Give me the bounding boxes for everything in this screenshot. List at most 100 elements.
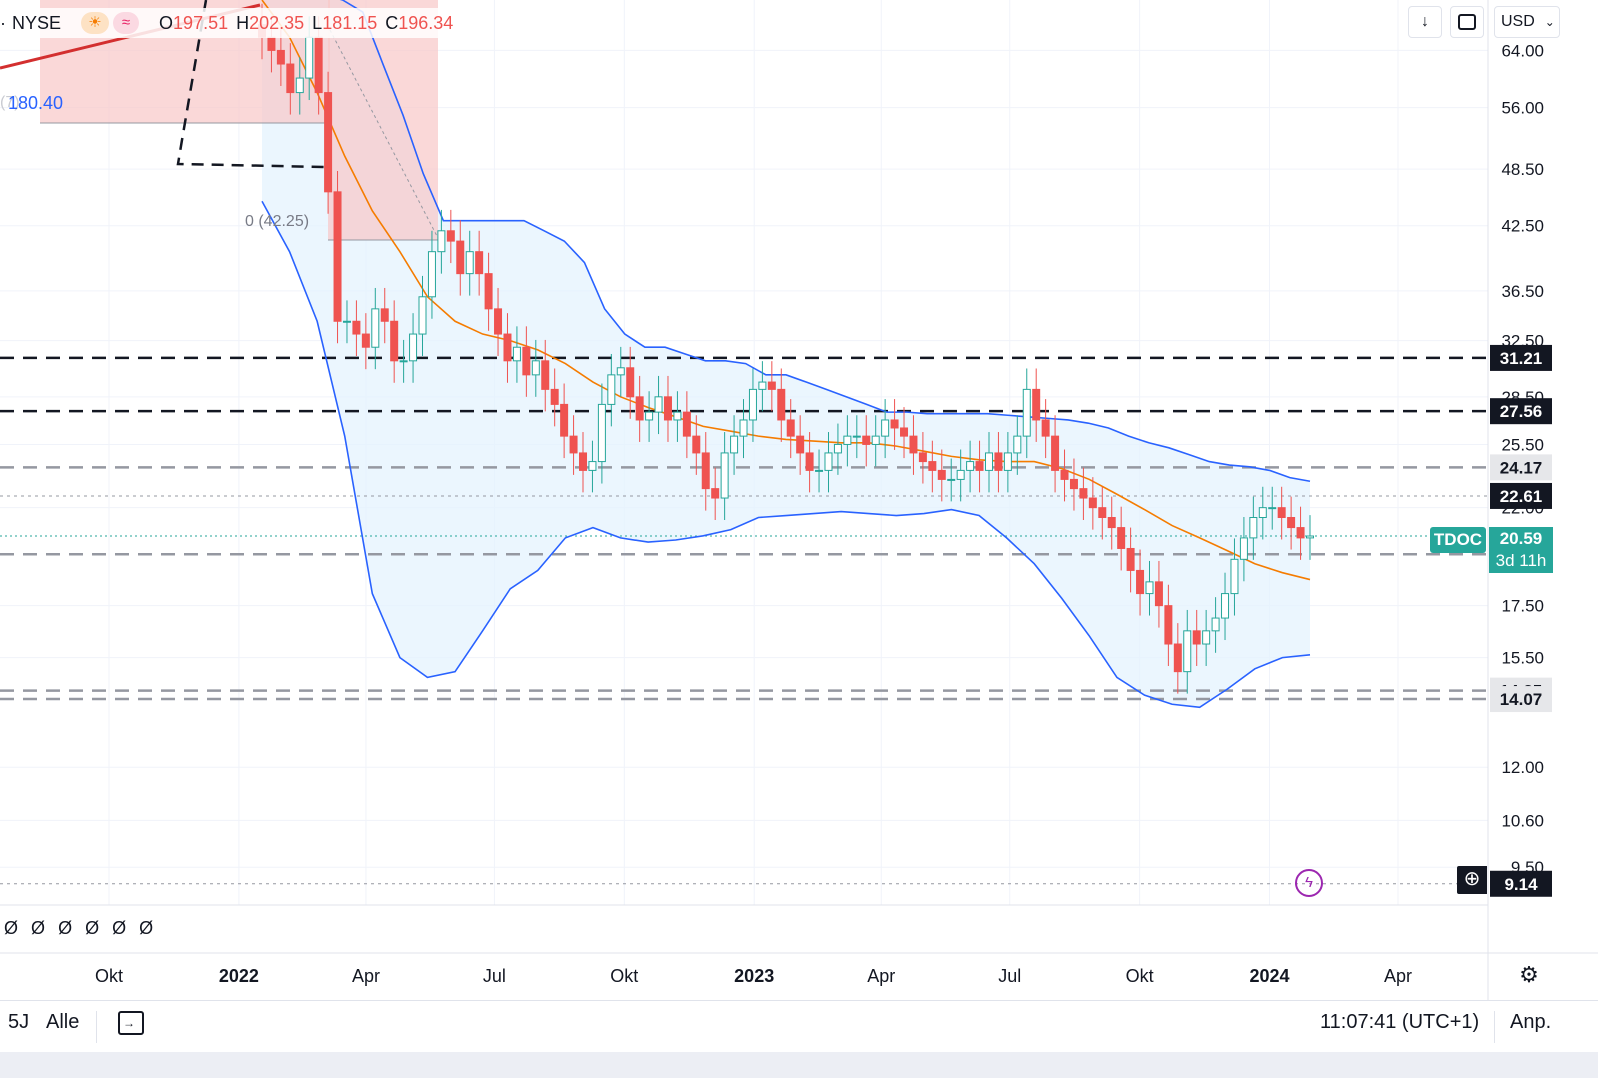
candle[interactable] bbox=[560, 383, 569, 459]
candle[interactable] bbox=[1249, 496, 1258, 560]
exchange-label[interactable]: NYSE bbox=[12, 12, 62, 33]
adjust-button[interactable]: Anp. bbox=[1510, 1011, 1552, 1033]
candle[interactable] bbox=[324, 71, 333, 214]
candle[interactable] bbox=[635, 375, 644, 442]
candle[interactable] bbox=[956, 449, 965, 502]
level-label-180[interactable]: 180.40 bbox=[8, 93, 64, 113]
range-all-button[interactable]: Alle bbox=[46, 1011, 80, 1033]
candle[interactable] bbox=[1268, 486, 1277, 530]
clock-time[interactable]: 11:07:41 (UTC+1) bbox=[1320, 1011, 1480, 1033]
candle[interactable] bbox=[1126, 527, 1135, 593]
current-price-badge[interactable]: 20.59 3d 11h bbox=[1489, 527, 1553, 573]
candle[interactable] bbox=[380, 287, 389, 344]
candle[interactable] bbox=[862, 415, 871, 467]
candle[interactable] bbox=[465, 230, 474, 296]
candle[interactable] bbox=[711, 467, 720, 521]
candle[interactable] bbox=[1003, 432, 1012, 493]
candle[interactable] bbox=[437, 209, 446, 274]
candle[interactable] bbox=[342, 300, 351, 344]
candle[interactable] bbox=[1069, 458, 1078, 511]
candle[interactable] bbox=[1211, 597, 1220, 653]
candle[interactable] bbox=[966, 440, 975, 493]
candle[interactable] bbox=[361, 313, 370, 370]
candle[interactable] bbox=[541, 339, 550, 412]
projection-path[interactable] bbox=[176, 0, 326, 169]
candle[interactable] bbox=[1183, 609, 1192, 694]
candle[interactable] bbox=[607, 353, 616, 427]
candle[interactable] bbox=[947, 458, 956, 502]
candle[interactable] bbox=[1051, 415, 1060, 493]
candle[interactable] bbox=[418, 275, 427, 357]
fullscreen-button[interactable] bbox=[1450, 6, 1484, 38]
candle[interactable] bbox=[1154, 560, 1163, 628]
candle[interactable] bbox=[900, 407, 909, 459]
candle[interactable] bbox=[1173, 623, 1182, 694]
candle[interactable] bbox=[994, 432, 1003, 493]
candle[interactable] bbox=[1098, 486, 1107, 540]
price-level-badge[interactable] bbox=[1490, 686, 1552, 713]
lightning-icon[interactable]: ϟ bbox=[1295, 869, 1323, 897]
price-level-badge[interactable] bbox=[1490, 870, 1552, 897]
candle[interactable] bbox=[494, 287, 503, 357]
candle[interactable] bbox=[748, 368, 757, 442]
candle[interactable] bbox=[1079, 467, 1088, 521]
price-axis[interactable]: 64.0056.0048.5042.5036.5032.5028.5025.50… bbox=[1490, 41, 1552, 897]
candle[interactable] bbox=[701, 432, 710, 511]
candle[interactable] bbox=[645, 391, 654, 442]
candle[interactable] bbox=[881, 399, 890, 459]
ticker-badge[interactable]: TDOC bbox=[1430, 527, 1486, 553]
candle[interactable] bbox=[616, 346, 625, 397]
candle[interactable] bbox=[918, 432, 927, 484]
price-level-badge[interactable] bbox=[1490, 482, 1552, 509]
candle[interactable] bbox=[333, 170, 342, 344]
candle[interactable] bbox=[390, 300, 399, 383]
candle[interactable] bbox=[654, 375, 663, 435]
candle[interactable] bbox=[682, 391, 691, 459]
calendar-icon[interactable]: → bbox=[118, 1011, 144, 1035]
candle[interactable] bbox=[456, 220, 465, 296]
candle[interactable] bbox=[475, 230, 484, 296]
add-alert-button[interactable]: ⊕ bbox=[1457, 866, 1487, 894]
candle[interactable] bbox=[1088, 477, 1097, 530]
candle[interactable] bbox=[503, 313, 512, 383]
candle[interactable] bbox=[1041, 399, 1050, 459]
price-level-badge[interactable] bbox=[1490, 344, 1552, 371]
candle[interactable] bbox=[399, 339, 408, 383]
candle[interactable] bbox=[937, 449, 946, 502]
candle[interactable] bbox=[815, 449, 824, 493]
candle[interactable] bbox=[663, 375, 672, 442]
candle[interactable] bbox=[739, 399, 748, 459]
candle[interactable] bbox=[626, 346, 635, 419]
candle[interactable] bbox=[352, 300, 361, 357]
candle[interactable] bbox=[295, 57, 304, 115]
candle[interactable] bbox=[1239, 517, 1248, 582]
candle[interactable] bbox=[720, 432, 729, 521]
candle[interactable] bbox=[531, 339, 540, 397]
candle[interactable] bbox=[1306, 515, 1314, 560]
candle[interactable] bbox=[371, 287, 380, 370]
gear-icon[interactable]: ⚙ bbox=[1519, 962, 1539, 987]
candle[interactable] bbox=[777, 368, 786, 442]
candlestick-series[interactable] bbox=[258, 3, 1314, 694]
candle[interactable] bbox=[1192, 609, 1201, 666]
candle[interactable] bbox=[1117, 506, 1126, 571]
candle[interactable] bbox=[1164, 584, 1173, 666]
candle[interactable] bbox=[796, 415, 805, 475]
candle[interactable] bbox=[409, 313, 418, 383]
candle[interactable] bbox=[824, 432, 833, 493]
candle[interactable] bbox=[286, 43, 295, 115]
currency-select[interactable]: USD ⌄ bbox=[1494, 6, 1560, 38]
fib-zero-label[interactable]: 0 (42.25) bbox=[245, 213, 310, 230]
candle[interactable] bbox=[673, 391, 682, 442]
candle[interactable] bbox=[975, 440, 984, 493]
candle[interactable] bbox=[786, 399, 795, 459]
candle[interactable] bbox=[1258, 486, 1267, 540]
candle[interactable] bbox=[1230, 538, 1239, 616]
candle[interactable] bbox=[1060, 449, 1069, 502]
candle[interactable] bbox=[1145, 560, 1154, 616]
candle[interactable] bbox=[484, 252, 493, 331]
candle[interactable] bbox=[852, 415, 861, 459]
drawing-rectangle[interactable] bbox=[328, 0, 438, 240]
candle[interactable] bbox=[890, 399, 899, 450]
candle[interactable] bbox=[928, 440, 937, 493]
